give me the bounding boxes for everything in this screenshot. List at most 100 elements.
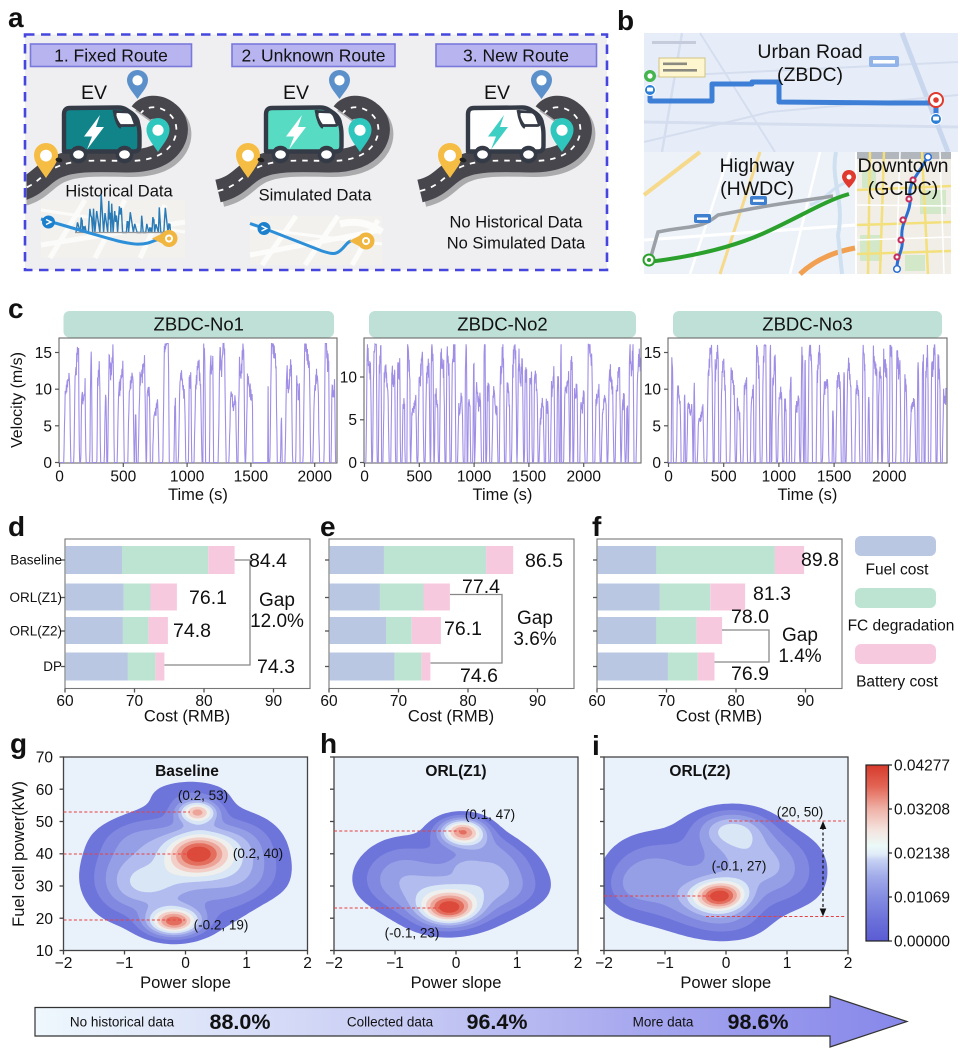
- svg-text:ZBDC-No2: ZBDC-No2: [457, 314, 547, 335]
- svg-text:70: 70: [658, 693, 676, 710]
- svg-text:70: 70: [390, 693, 408, 710]
- svg-text:0: 0: [664, 469, 673, 486]
- svg-text:−2: −2: [595, 955, 613, 972]
- svg-text:(HWDC): (HWDC): [720, 178, 794, 200]
- svg-text:Fuel cost: Fuel cost: [866, 562, 930, 579]
- svg-text:80: 80: [727, 693, 745, 710]
- svg-text:90: 90: [797, 693, 815, 710]
- svg-text:Simulated Data: Simulated Data: [259, 187, 373, 205]
- svg-text:Downtown: Downtown: [857, 155, 948, 177]
- svg-text:1.4%: 1.4%: [778, 646, 821, 667]
- svg-text:1500: 1500: [512, 469, 547, 486]
- svg-text:−2: −2: [55, 955, 73, 972]
- svg-text:2000: 2000: [566, 469, 601, 486]
- svg-text:EV: EV: [484, 82, 510, 104]
- svg-text:1000: 1000: [457, 469, 492, 486]
- svg-text:96.4%: 96.4%: [467, 1010, 528, 1034]
- svg-text:(0.2, 53): (0.2, 53): [178, 788, 228, 803]
- svg-text:0.03208: 0.03208: [894, 802, 950, 819]
- svg-text:No Simulated Data: No Simulated Data: [447, 235, 586, 253]
- svg-text:Power slope: Power slope: [680, 974, 771, 992]
- svg-text:3.6%: 3.6%: [513, 629, 556, 650]
- svg-text:0: 0: [360, 469, 369, 486]
- svg-text:EV: EV: [81, 82, 107, 104]
- svg-text:77.4: 77.4: [462, 576, 500, 598]
- svg-text:Historical Data: Historical Data: [65, 183, 173, 201]
- svg-text:50: 50: [36, 814, 54, 831]
- svg-text:70: 70: [126, 693, 144, 710]
- svg-text:Cost (RMB): Cost (RMB): [144, 708, 230, 726]
- svg-text:More data: More data: [633, 1015, 694, 1030]
- svg-text:Velocity (m/s): Velocity (m/s): [9, 352, 26, 448]
- svg-text:80: 80: [459, 693, 477, 710]
- svg-text:Gap: Gap: [259, 590, 295, 611]
- svg-text:86.5: 86.5: [525, 550, 563, 572]
- svg-text:Fuel cell power(kW): Fuel cell power(kW): [10, 781, 28, 927]
- svg-text:1: 1: [783, 955, 792, 972]
- svg-text:ORL(Z1): ORL(Z1): [9, 590, 62, 605]
- svg-text:DP: DP: [43, 659, 62, 674]
- svg-text:0: 0: [181, 955, 190, 972]
- svg-text:81.3: 81.3: [753, 583, 791, 605]
- svg-text:(-0.1, 27): (-0.1, 27): [712, 859, 767, 874]
- svg-text:−1: −1: [656, 955, 674, 972]
- svg-text:(-0.2, 19): (-0.2, 19): [194, 918, 249, 933]
- svg-text:15: 15: [35, 345, 52, 362]
- svg-text:2: 2: [574, 955, 583, 972]
- svg-text:60: 60: [36, 782, 54, 799]
- svg-text:2: 2: [303, 955, 312, 972]
- svg-text:−1: −1: [116, 955, 134, 972]
- svg-text:10: 10: [644, 382, 662, 399]
- svg-text:20: 20: [36, 911, 54, 928]
- svg-text:ORL(Z2): ORL(Z2): [669, 763, 730, 780]
- svg-text:74.8: 74.8: [173, 620, 211, 642]
- svg-text:0: 0: [722, 955, 731, 972]
- svg-text:1500: 1500: [817, 469, 852, 486]
- svg-text:98.6%: 98.6%: [728, 1010, 789, 1034]
- svg-text:60: 60: [320, 693, 338, 710]
- svg-text:No Historical Data: No Historical Data: [450, 214, 584, 232]
- svg-text:5: 5: [652, 418, 661, 435]
- svg-text:1500: 1500: [234, 469, 269, 486]
- svg-text:84.4: 84.4: [249, 550, 287, 572]
- svg-text:15: 15: [644, 345, 661, 362]
- svg-text:1. Fixed Route: 1. Fixed Route: [54, 46, 168, 66]
- svg-text:1000: 1000: [170, 469, 205, 486]
- svg-text:0.00000: 0.00000: [894, 934, 950, 951]
- svg-text:88.0%: 88.0%: [210, 1010, 271, 1034]
- svg-text:0.01069: 0.01069: [894, 890, 950, 907]
- svg-text:(0.2, 40): (0.2, 40): [233, 846, 283, 861]
- svg-text:(GCDC): (GCDC): [868, 178, 938, 200]
- svg-text:(ZBDC): (ZBDC): [777, 64, 843, 86]
- svg-text:89.8: 89.8: [801, 549, 839, 571]
- svg-text:Cost (RMB): Cost (RMB): [408, 708, 494, 726]
- svg-text:1: 1: [242, 955, 251, 972]
- svg-text:2. Unknown Route: 2. Unknown Route: [242, 46, 386, 66]
- svg-text:Gap: Gap: [782, 625, 818, 646]
- svg-text:EV: EV: [283, 82, 309, 104]
- svg-text:Baseline: Baseline: [10, 553, 62, 568]
- svg-text:12.0%: 12.0%: [250, 611, 304, 632]
- svg-text:80: 80: [195, 693, 213, 710]
- svg-text:2000: 2000: [872, 469, 907, 486]
- svg-text:0: 0: [452, 955, 461, 972]
- svg-text:5: 5: [348, 412, 357, 429]
- svg-text:Power slope: Power slope: [411, 974, 502, 992]
- svg-text:3. New Route: 3. New Route: [463, 46, 569, 66]
- svg-text:60: 60: [588, 693, 606, 710]
- svg-text:90: 90: [529, 693, 547, 710]
- svg-text:5: 5: [43, 418, 52, 435]
- svg-text:74.3: 74.3: [257, 656, 295, 678]
- svg-text:(-0.1, 23): (-0.1, 23): [385, 926, 440, 941]
- svg-text:90: 90: [265, 693, 283, 710]
- svg-text:(20, 50): (20, 50): [777, 805, 824, 820]
- svg-text:−2: −2: [325, 955, 343, 972]
- svg-text:Gap: Gap: [517, 608, 553, 629]
- svg-text:Battery cost: Battery cost: [856, 674, 939, 691]
- svg-text:Time (s): Time (s): [473, 486, 533, 504]
- svg-text:Baseline: Baseline: [155, 763, 219, 780]
- svg-text:ZBDC-No3: ZBDC-No3: [762, 314, 852, 335]
- svg-text:500: 500: [406, 469, 432, 486]
- svg-text:0: 0: [348, 455, 357, 472]
- svg-text:ZBDC-No1: ZBDC-No1: [154, 314, 244, 335]
